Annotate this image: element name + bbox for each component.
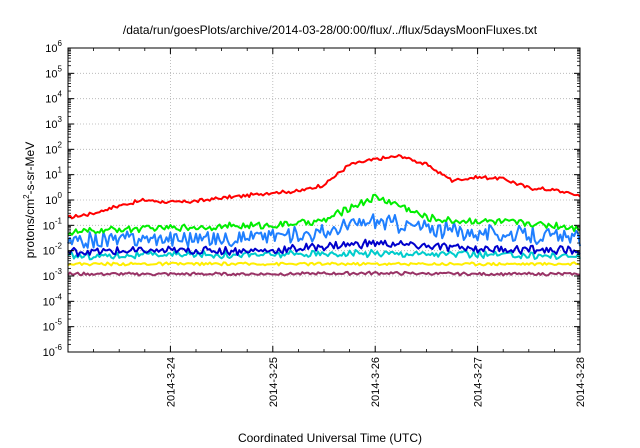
y-tick-exponent: 5 — [58, 64, 63, 73]
x-tick-label: 2014-3-27 — [473, 357, 485, 407]
y-tick-base: 10 — [45, 94, 57, 106]
series-line — [67, 248, 581, 261]
y-tick-label: 102 — [45, 140, 62, 156]
y-tick-exponent: -1 — [55, 216, 63, 225]
y-tick-exponent: -4 — [55, 292, 63, 301]
y-tick-exponent: -2 — [55, 242, 63, 251]
series-line — [67, 213, 581, 249]
y-tick-base: 10 — [43, 246, 55, 258]
y-axis-label-rest: -s-sr-MeV — [23, 142, 37, 195]
y-tick-exponent: 1 — [58, 166, 63, 175]
x-tick-label: 2014-3-24 — [165, 357, 177, 407]
y-tick-label: 10-3 — [43, 267, 63, 283]
y-tick-label: 10-6 — [43, 343, 63, 359]
y-tick-exponent: 6 — [58, 39, 63, 48]
y-tick-base: 10 — [43, 322, 55, 334]
y-tick-exponent: -5 — [55, 318, 63, 327]
y-axis-label-main: protons/cm — [23, 199, 37, 258]
y-tick-exponent: 4 — [58, 90, 63, 99]
y-tick-label: 105 — [45, 64, 62, 80]
y-tick-label: 101 — [45, 166, 62, 182]
x-tick-labels: 2014-3-24 2014-3-25 2014-3-26 2014-3-27 2014… — [165, 357, 587, 407]
series-layer — [67, 154, 581, 277]
y-tick-exponent: 0 — [58, 191, 63, 200]
y-tick-base: 10 — [45, 170, 57, 182]
x-tick-label: 2014-3-28 — [575, 357, 587, 407]
x-axis-label: Coordinated Universal Time (UTC) — [238, 431, 422, 445]
y-tick-label: 106 — [45, 39, 62, 55]
y-tick-label: 104 — [45, 90, 62, 106]
series-line — [67, 154, 581, 220]
y-tick-exponent: 2 — [58, 140, 63, 149]
y-tick-base: 10 — [43, 296, 55, 308]
y-tick-base: 10 — [43, 271, 55, 283]
y-tick-base: 10 — [45, 144, 57, 156]
series-line — [67, 238, 581, 258]
series-line — [67, 261, 581, 267]
series-line — [67, 193, 581, 236]
y-tick-label: 10-5 — [43, 318, 63, 334]
y-tick-base: 10 — [45, 195, 57, 207]
x-tick-label: 2014-3-25 — [268, 357, 280, 407]
y-tick-exponent: 3 — [58, 115, 63, 124]
y-tick-label: 10-1 — [43, 216, 63, 232]
y-tick-label: 10-4 — [43, 292, 63, 308]
chart-title: /data/run/goesPlots/archive/2014-03-28/0… — [123, 23, 538, 37]
y-axis-label: protons/cm2-s-sr-MeV — [22, 142, 37, 258]
y-tick-base: 10 — [43, 220, 55, 232]
y-tick-base: 10 — [45, 119, 57, 131]
x-tick-label: 2014-3-26 — [370, 357, 382, 407]
y-tick-label: 100 — [45, 191, 62, 207]
y-tick-exponent: -3 — [55, 267, 63, 276]
y-tick-label: 10-2 — [43, 242, 63, 258]
y-tick-exponent: -6 — [55, 343, 63, 352]
y-tick-label: 103 — [45, 115, 62, 131]
y-axis-label-sup: 2 — [22, 194, 31, 199]
y-tick-labels: 10-610-510-410-310-210-11001011021031041… — [43, 39, 63, 359]
series-line — [67, 270, 581, 277]
tick-marks — [68, 47, 581, 353]
y-tick-base: 10 — [45, 43, 57, 55]
y-tick-base: 10 — [45, 68, 57, 80]
y-tick-base: 10 — [43, 347, 55, 359]
